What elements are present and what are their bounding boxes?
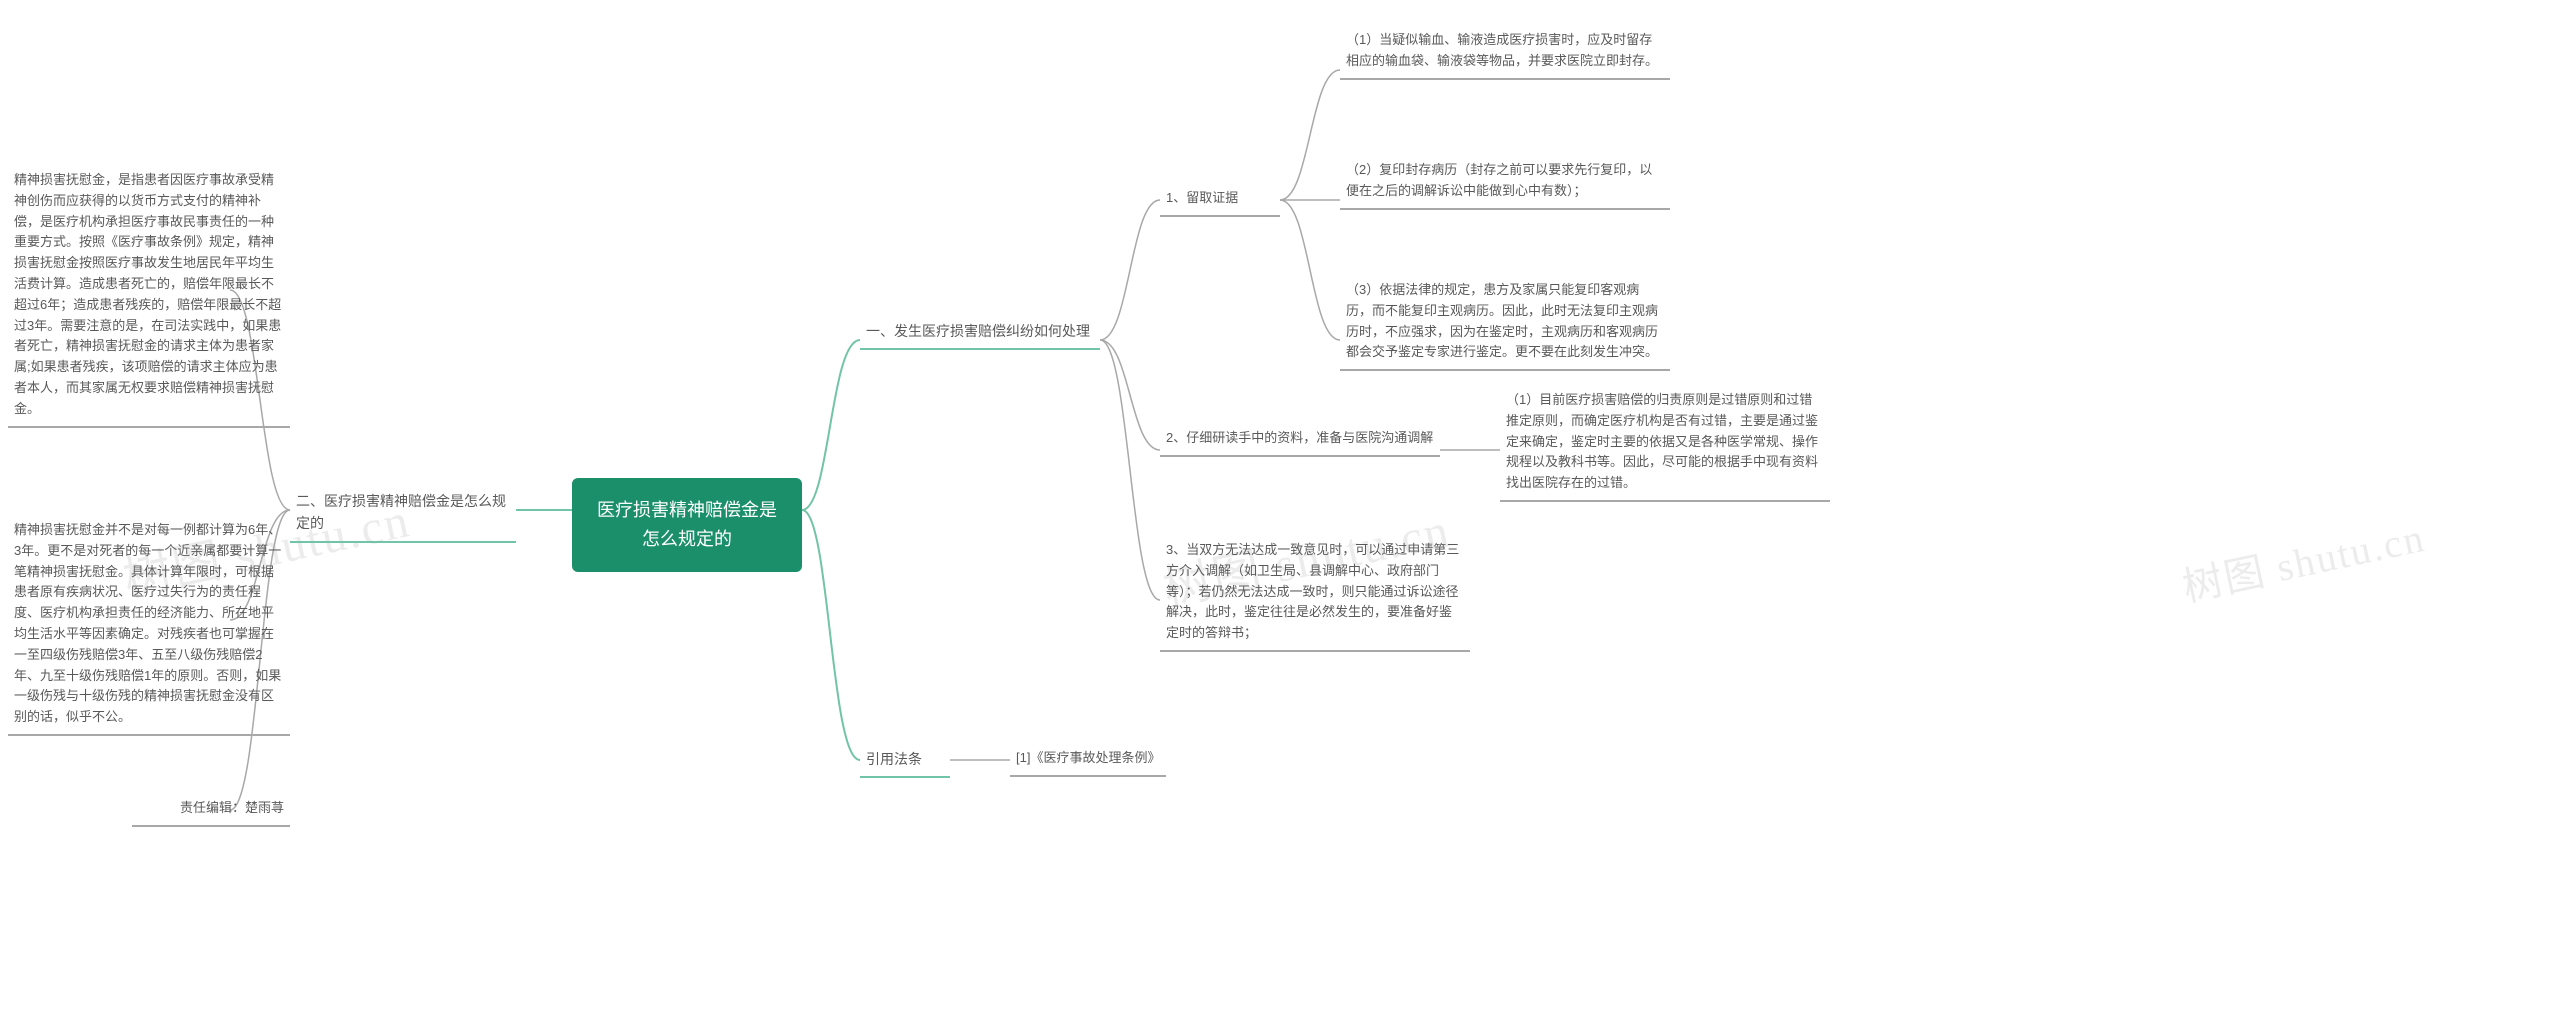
leaf-left-1: 精神损害抚慰金，是指患者因医疗事故承受精神创伤而应获得的以货币方式支付的精神补偿…	[8, 170, 290, 428]
leaf-evidence-1: （1）当疑似输血、输液造成医疗损害时，应及时留存相应的输血袋、输液袋等物品，并要…	[1340, 30, 1670, 80]
leaf-study-1: （1）目前医疗损害赔偿的归责原则是过错原则和过错推定原则，而确定医疗机构是否有过…	[1500, 390, 1830, 502]
leaf-ref-1: [1]《医疗事故处理条例》	[1010, 748, 1166, 777]
branch-section1: 一、发生医疗损害赔偿纠纷如何处理	[860, 320, 1100, 350]
leaf-evidence-3: （3）依据法律的规定，患方及家属只能复印客观病历，而不能复印主观病历。因此，此时…	[1340, 280, 1670, 371]
leaf-evidence-2: （2）复印封存病历（封存之前可以要求先行复印，以便在之后的调解诉讼中能做到心中有…	[1340, 160, 1670, 210]
branch-section2: 二、医疗损害精神赔偿金是怎么规定的	[290, 490, 516, 543]
branch-ref: 引用法条	[860, 748, 950, 778]
leaf-evidence: 1、留取证据	[1160, 188, 1280, 217]
leaf-third: 3、当双方无法达成一致意见时，可以通过申请第三方介入调解（如卫生局、县调解中心、…	[1160, 540, 1470, 652]
leaf-left-3: 责任编辑：楚雨荨	[132, 798, 290, 827]
root-node: 医疗损害精神赔偿金是怎么规定的	[572, 478, 802, 572]
leaf-left-2: 精神损害抚慰金并不是对每一例都计算为6年、3年。更不是对死者的每一个近亲属都要计…	[8, 520, 290, 736]
watermark: 树图 shutu.cn	[2177, 505, 2430, 613]
leaf-study: 2、仔细研读手中的资料，准备与医院沟通调解	[1160, 428, 1440, 457]
